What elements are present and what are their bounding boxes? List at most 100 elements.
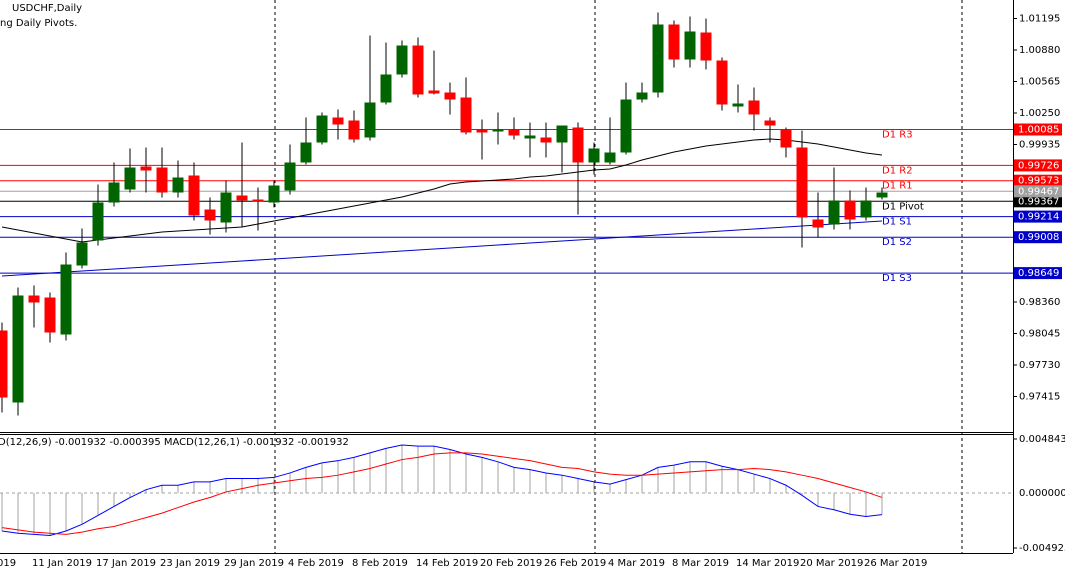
x-tick-label: 4 Mar 2019: [608, 558, 665, 569]
price-label-box: [1014, 159, 1062, 172]
pivot-label: D1 S2: [882, 237, 912, 248]
candle-body: [124, 167, 136, 190]
x-tick-label: 17 Jan 2019: [96, 558, 156, 569]
candle-body: [636, 92, 648, 100]
candle-body: [876, 192, 888, 198]
price-label-box: [1014, 231, 1062, 244]
x-tick-label: 14 Mar 2019: [736, 558, 799, 569]
candle-body: [284, 162, 296, 191]
candle-body: [700, 32, 712, 61]
candle-body: [588, 148, 600, 163]
candle-body: [684, 31, 696, 60]
price-label-box: [1014, 267, 1062, 280]
y-tick-label: 0.97730: [1019, 360, 1060, 371]
candle-body: [332, 117, 344, 125]
price-label-box: [1014, 195, 1062, 208]
candle-body: [748, 100, 760, 115]
y-tick-label: 1.01195: [1019, 14, 1060, 25]
candle-body: [236, 195, 248, 201]
chart-title: USDCHF,Daily: [12, 3, 82, 14]
x-tick-label: 26 Feb 2019: [544, 558, 606, 569]
candle-body: [76, 242, 88, 266]
candle-body: [572, 127, 584, 163]
candle-body: [604, 152, 616, 163]
candle-body: [348, 120, 360, 140]
y-tick-label: 0.004843: [1019, 434, 1065, 445]
price-label: 0.99467: [1018, 186, 1059, 197]
candle-body: [668, 24, 680, 60]
candle-body: [396, 45, 408, 75]
candle-body: [12, 295, 24, 403]
pivot-label: D1 R1: [882, 181, 913, 192]
x-tick-label: 4 Feb 2019: [288, 558, 344, 569]
price-label: 0.99573: [1018, 176, 1059, 187]
y-tick-label: -0.004925: [1019, 543, 1065, 554]
price-label-box: [1014, 210, 1062, 223]
candle-body: [188, 175, 200, 216]
x-tick-label: 29 Jan 2019: [224, 558, 284, 569]
candle-body: [492, 129, 504, 132]
candle-body: [428, 90, 440, 94]
x-tick-label: 8 Feb 2019: [352, 558, 408, 569]
y-tick-label: 1.00250: [1019, 108, 1060, 119]
candle-body: [60, 264, 72, 335]
pivot-label: D1 Pivot: [882, 201, 924, 212]
x-tick-label: 20 Feb 2019: [480, 558, 542, 569]
x-tick-label: 11 Jan 2019: [32, 558, 92, 569]
x-tick-label: 8 Mar 2019: [672, 558, 729, 569]
candle-body: [828, 200, 840, 225]
candle-body: [92, 202, 104, 241]
candle-body: [0, 330, 8, 398]
candle-body: [652, 24, 664, 93]
y-tick-label: 0.97415: [1019, 392, 1060, 403]
x-tick-label: 20 Mar 2019: [800, 558, 863, 569]
candle-body: [108, 182, 120, 203]
y-tick-label: 0.99935: [1019, 140, 1060, 151]
price-label: 0.99008: [1018, 232, 1059, 243]
macd-line: [1, 452, 883, 535]
candle-body: [220, 192, 232, 223]
pivot-label: D1 S3: [882, 273, 912, 284]
candle-body: [796, 147, 808, 218]
candle-body: [380, 74, 392, 103]
candle-body: [716, 60, 728, 105]
candle-body: [140, 166, 152, 171]
candle-body: [156, 167, 168, 193]
y-tick-label: 0.98360: [1019, 297, 1060, 308]
x-tick-label: 26 Mar 2019: [864, 558, 927, 569]
candle-body: [44, 297, 56, 333]
macd-title: D(12,26,9) -0.001932 -0.000395 MACD(12,2…: [0, 437, 349, 448]
price-label: 1.00085: [1018, 125, 1059, 136]
price-label: 0.99367: [1018, 196, 1059, 207]
candle-body: [556, 125, 568, 143]
candle-body: [172, 177, 184, 193]
price-label: 0.99726: [1018, 160, 1059, 171]
candle-body: [252, 199, 264, 202]
candle-body: [268, 185, 280, 203]
candle-body: [204, 209, 216, 221]
price-label: 0.99214: [1018, 212, 1059, 223]
candle-body: [764, 120, 776, 126]
x-tick-label: 019: [0, 558, 16, 569]
candle-body: [28, 295, 40, 303]
price-label-box: [1014, 123, 1062, 136]
candle-body: [524, 135, 536, 139]
y-tick-label: 1.00880: [1019, 45, 1060, 56]
candle-body: [620, 99, 632, 153]
candle-body: [444, 92, 456, 100]
pivot-label: D1 R3: [882, 130, 913, 141]
price-label-box: [1014, 174, 1062, 187]
pivot-label: D1 R2: [882, 165, 913, 176]
candle-body: [412, 45, 424, 95]
moving-average: [1, 138, 883, 243]
x-tick-label: 14 Feb 2019: [416, 558, 478, 569]
candle-body: [540, 137, 552, 143]
pivot-label: D1 S1: [882, 217, 912, 228]
candle-body: [460, 97, 472, 133]
candle-body: [508, 129, 520, 136]
indicator-title: ng Daily Pivots.: [0, 18, 77, 29]
moving-average: [1, 220, 883, 277]
